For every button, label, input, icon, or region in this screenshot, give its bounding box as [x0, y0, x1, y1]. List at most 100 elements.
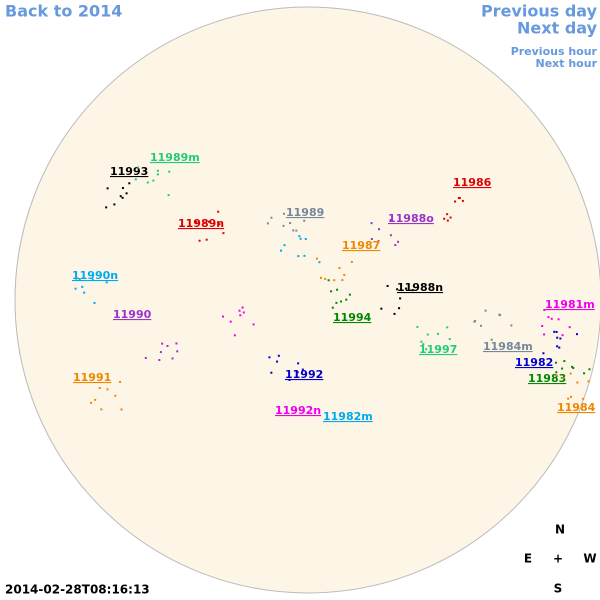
- compass-north: N: [555, 523, 565, 537]
- sunspot: [222, 315, 225, 318]
- sunspot: [83, 291, 86, 294]
- sunspot: [461, 199, 464, 202]
- sunspot: [556, 336, 559, 339]
- region-label: 11989n: [178, 217, 224, 230]
- sunspot: [90, 401, 93, 404]
- sunspot: [377, 240, 380, 243]
- sunspot: [268, 356, 271, 359]
- timestamp: 2014-02-28T08:16:13: [5, 583, 150, 597]
- sunspot: [336, 288, 339, 291]
- sunspot: [335, 301, 338, 304]
- sunspot: [296, 371, 299, 374]
- sunspot: [320, 276, 323, 279]
- sunspot: [446, 219, 449, 222]
- sunspot: [74, 287, 77, 290]
- previous-day-link[interactable]: Previous day: [481, 2, 598, 21]
- sunspot: [343, 273, 346, 276]
- sunspot: [554, 361, 557, 364]
- sunspot: [345, 298, 348, 301]
- sunspot: [567, 397, 570, 400]
- sunspot: [167, 194, 170, 197]
- sunspot: [175, 342, 178, 345]
- sunspot: [120, 408, 123, 411]
- sunspot: [128, 182, 131, 185]
- sunspot: [422, 343, 425, 346]
- sunspot: [569, 372, 572, 375]
- sunspot: [404, 287, 407, 290]
- region-label: 11982m: [323, 410, 373, 423]
- sunspot: [146, 181, 149, 184]
- sunspot: [330, 290, 333, 293]
- region-label: 11990n: [72, 269, 118, 282]
- sunspot: [411, 289, 414, 292]
- region-label: 11989: [286, 206, 324, 219]
- sunspot: [331, 306, 334, 309]
- sunspot: [100, 408, 103, 411]
- sunspot: [161, 342, 164, 345]
- next-hour-link[interactable]: Next hour: [536, 57, 598, 70]
- sunspot: [389, 218, 392, 221]
- sunspot: [270, 216, 273, 219]
- sunspot: [448, 338, 451, 341]
- compass-east: E: [524, 552, 532, 566]
- sunspot: [233, 334, 236, 337]
- next-day-link[interactable]: Next day: [517, 19, 598, 38]
- sunspot: [389, 234, 392, 237]
- sunspot: [543, 309, 546, 312]
- sunspot: [480, 324, 483, 327]
- sunspot: [156, 173, 159, 176]
- region-label: 11987: [342, 239, 380, 252]
- sunspot: [568, 326, 571, 329]
- sunspot: [252, 323, 255, 326]
- sunspot: [386, 285, 389, 288]
- sunspot: [547, 316, 550, 319]
- sunspot: [555, 374, 558, 377]
- sunspot: [217, 210, 220, 213]
- region-label: 11983: [528, 372, 566, 385]
- region-label: 11992n: [275, 404, 321, 417]
- sunspot: [454, 200, 457, 203]
- sunspot: [282, 224, 285, 227]
- sunspot: [499, 314, 502, 317]
- sunspot: [239, 314, 242, 317]
- sunspot: [98, 386, 101, 389]
- sunspot: [176, 350, 179, 353]
- sunspot: [576, 333, 579, 336]
- region-label: 11984m: [483, 340, 533, 353]
- sunspot: [303, 219, 306, 222]
- sunspot: [299, 237, 302, 240]
- region-label: 11989m: [150, 151, 200, 164]
- sunspot: [318, 261, 321, 264]
- previous-hour-link[interactable]: Previous hour: [511, 45, 598, 58]
- sunspot: [473, 320, 476, 323]
- sunspot: [436, 332, 439, 335]
- sunspot: [152, 179, 155, 182]
- back-link[interactable]: Back to 2014: [5, 2, 122, 21]
- solar-disk: [14, 6, 600, 594]
- sunspot: [283, 212, 286, 215]
- sunspot: [340, 300, 343, 303]
- compass-center: +: [553, 552, 563, 566]
- region-label: 11982: [515, 356, 553, 369]
- sunspot: [105, 281, 108, 284]
- sunspot: [93, 301, 96, 304]
- sunspot: [457, 196, 460, 199]
- region-label: 11986: [453, 176, 492, 189]
- sunspot: [553, 330, 556, 333]
- sunspot: [324, 277, 327, 280]
- sunspot: [270, 371, 273, 374]
- sunspot: [121, 196, 124, 199]
- region-label: 11990: [113, 308, 152, 321]
- sunspot: [114, 394, 117, 397]
- sunspot: [303, 254, 306, 257]
- region-label: 11994: [333, 311, 372, 324]
- sunspot: [420, 340, 423, 343]
- sunspot: [280, 249, 283, 252]
- sunspot: [292, 229, 295, 232]
- sunspot: [576, 381, 579, 384]
- sunspot: [543, 333, 546, 336]
- sunspot: [218, 223, 221, 226]
- region-label: 11988n: [397, 281, 443, 294]
- sunspot: [561, 334, 564, 337]
